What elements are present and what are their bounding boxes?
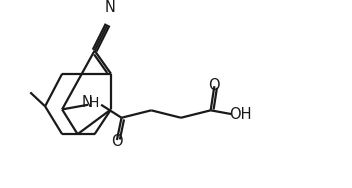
Text: H: H <box>88 96 99 110</box>
Text: N: N <box>82 95 93 110</box>
Text: OH: OH <box>229 107 252 121</box>
Text: N: N <box>105 0 116 15</box>
Text: O: O <box>111 134 123 149</box>
Text: O: O <box>209 78 220 93</box>
